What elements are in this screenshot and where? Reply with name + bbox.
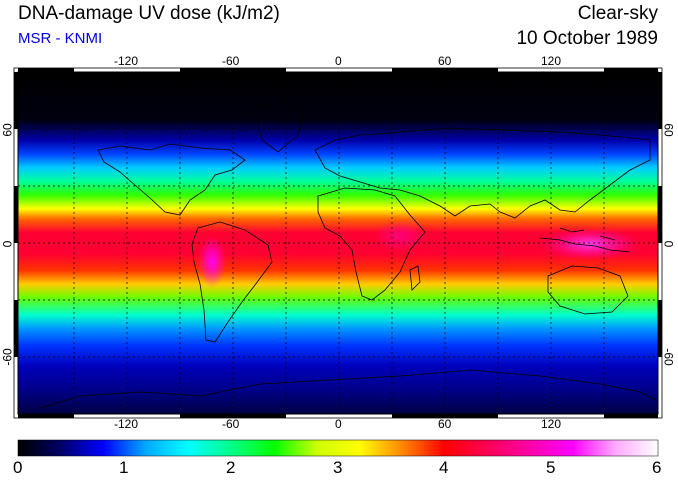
lon-label-bottom: -120 xyxy=(114,417,139,431)
lon-label-bottom: 0 xyxy=(335,417,342,431)
sky-condition: Clear-sky xyxy=(577,3,658,24)
lon-label-bottom: 120 xyxy=(541,417,562,431)
lon-label-bottom: -60 xyxy=(222,417,240,431)
lat-label-right: 60 xyxy=(661,123,676,137)
greenland-coast xyxy=(254,99,306,153)
map-title: DNA-damage UV dose (kJ/m2) xyxy=(18,3,280,24)
colorbar-label: 1 xyxy=(119,458,129,477)
europe-asia-coast xyxy=(314,127,651,219)
lon-label-top: -60 xyxy=(222,54,240,68)
lon-label-top: -120 xyxy=(114,54,139,68)
madagascar-coast xyxy=(409,265,421,291)
map-date: 10 October 1989 xyxy=(516,28,658,49)
lon-label-bottom: 60 xyxy=(438,417,452,431)
map-frame xyxy=(13,67,663,419)
north-america-coast xyxy=(97,143,246,216)
lon-label-top: 60 xyxy=(438,54,452,68)
andes-hotspot xyxy=(198,236,226,288)
africa-coast xyxy=(317,187,426,301)
south-america-coast xyxy=(191,221,273,343)
map-subtitle: MSR - KNMI xyxy=(18,30,103,47)
colorbar-label: 3 xyxy=(333,458,343,477)
colorbar-label: 0 xyxy=(13,458,23,477)
antarctica-coast xyxy=(39,369,657,409)
lat-label-left: -60 xyxy=(0,348,15,366)
indonesia-coast xyxy=(539,227,631,253)
australia-coast xyxy=(547,265,629,315)
lat-label-left: 0 xyxy=(0,240,15,248)
indonesia-hotspot xyxy=(540,228,640,260)
lat-label-right: 0 xyxy=(661,240,676,248)
africa-hotspot xyxy=(374,220,426,252)
colorbar-label: 6 xyxy=(652,458,662,477)
colorbar xyxy=(17,439,659,457)
lon-label-top: 120 xyxy=(541,54,562,68)
lat-label-left: 60 xyxy=(0,123,15,137)
coastlines xyxy=(39,99,657,409)
lon-label-top: 0 xyxy=(335,54,342,68)
colorbar-label: 4 xyxy=(439,458,449,477)
lat-label-right: -60 xyxy=(661,348,676,366)
colorbar-label: 2 xyxy=(226,458,236,477)
graticule xyxy=(18,72,658,414)
colorbar-label: 5 xyxy=(546,458,556,477)
